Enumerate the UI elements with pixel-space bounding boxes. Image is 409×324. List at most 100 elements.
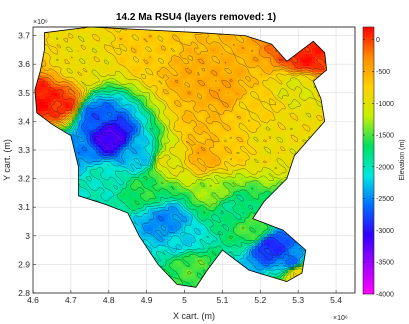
field-cell	[258, 72, 262, 76]
field-cell	[105, 30, 109, 34]
field-cell	[210, 51, 214, 55]
field-cell	[288, 81, 292, 85]
field-cell	[219, 162, 223, 166]
field-cell	[57, 114, 61, 118]
field-cell	[255, 129, 259, 133]
field-cell	[105, 123, 109, 127]
field-cell	[192, 39, 196, 43]
field-cell	[138, 57, 142, 61]
field-cell	[111, 42, 115, 46]
field-cell	[168, 90, 172, 94]
field-cell	[105, 126, 109, 130]
field-cell	[105, 141, 109, 145]
field-cell	[99, 87, 103, 91]
field-cell	[315, 72, 319, 76]
field-cell	[195, 114, 199, 118]
field-cell	[168, 96, 172, 100]
field-cell	[105, 87, 109, 91]
field-cell	[213, 81, 217, 85]
field-cell	[63, 90, 67, 94]
field-cell	[69, 126, 73, 130]
field-cell	[144, 135, 148, 139]
field-cell	[66, 120, 70, 124]
field-cell	[159, 84, 163, 88]
field-cell	[261, 87, 265, 91]
field-cell	[132, 72, 136, 76]
field-cell	[255, 39, 259, 43]
field-cell	[300, 111, 304, 115]
field-cell	[213, 141, 217, 145]
field-cell	[306, 90, 310, 94]
field-cell	[120, 81, 124, 85]
field-cell	[63, 36, 67, 40]
field-cell	[180, 153, 184, 157]
field-cell	[315, 66, 319, 70]
field-cell	[147, 156, 151, 160]
field-cell	[201, 57, 205, 61]
field-cell	[78, 33, 82, 37]
field-cell	[36, 111, 40, 115]
field-cell	[144, 105, 148, 109]
field-cell	[183, 48, 187, 52]
field-cell	[243, 84, 247, 88]
field-cell	[267, 60, 271, 64]
field-cell	[249, 81, 253, 85]
field-cell	[273, 153, 277, 157]
field-cell	[300, 93, 304, 97]
field-cell	[186, 120, 190, 124]
field-cell	[195, 96, 199, 100]
field-cell	[243, 159, 247, 163]
field-cell	[99, 69, 103, 73]
field-cell	[159, 114, 163, 118]
field-cell	[264, 102, 268, 106]
field-cell	[147, 63, 151, 67]
field-cell	[108, 135, 112, 139]
field-cell	[96, 156, 100, 160]
field-cell	[207, 54, 211, 58]
field-cell	[285, 159, 289, 163]
field-cell	[243, 48, 247, 52]
field-cell	[81, 123, 85, 127]
field-cell	[39, 108, 43, 112]
field-cell	[288, 114, 292, 118]
field-cell	[180, 75, 184, 79]
field-cell	[312, 96, 316, 100]
field-cell	[177, 144, 181, 148]
field-cell	[231, 63, 235, 67]
field-cell	[138, 45, 142, 49]
field-cell	[288, 120, 292, 124]
field-cell	[102, 162, 106, 166]
field-cell	[51, 60, 55, 64]
field-cell	[279, 105, 283, 109]
field-cell	[252, 111, 256, 115]
field-cell	[246, 36, 250, 40]
field-cell	[228, 54, 232, 58]
field-cell	[129, 36, 133, 40]
field-cell	[171, 126, 175, 130]
field-cell	[72, 30, 76, 34]
field-cell	[117, 60, 121, 64]
field-cell	[141, 114, 145, 118]
field-cell	[249, 141, 253, 145]
field-cell	[204, 132, 208, 136]
field-cell	[159, 69, 163, 73]
field-cell	[273, 147, 277, 151]
field-cell	[279, 60, 283, 64]
field-cell	[222, 90, 226, 94]
field-cell	[114, 102, 118, 106]
field-cell	[234, 69, 238, 73]
field-cell	[132, 108, 136, 112]
field-cell	[210, 114, 214, 118]
field-cell	[87, 153, 91, 157]
field-cell	[69, 102, 73, 106]
field-cell	[171, 45, 175, 49]
field-cell	[36, 102, 40, 106]
field-cell	[219, 84, 223, 88]
field-cell	[114, 69, 118, 73]
field-cell	[147, 81, 151, 85]
field-cell	[303, 48, 307, 52]
field-cell	[210, 156, 214, 160]
field-cell	[141, 60, 145, 64]
field-cell	[300, 120, 304, 124]
field-cell	[252, 93, 256, 97]
